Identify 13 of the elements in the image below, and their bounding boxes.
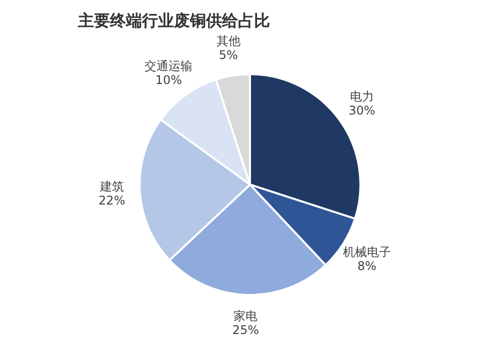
slice-label: 家电: [234, 309, 258, 324]
chart-title: 主要终端行业废铜供给占比: [77, 10, 270, 30]
slice-label: 其他: [216, 34, 240, 48]
data-label: 10%: [155, 72, 182, 87]
slice-label: 机械电子: [342, 244, 391, 259]
data-label: 30%: [348, 103, 376, 118]
data-label: 8%: [357, 258, 376, 273]
slice-label: 交通运输: [144, 58, 193, 73]
data-label: 22%: [98, 193, 126, 208]
slice-label: 建筑: [98, 179, 124, 194]
slice-label: 电力: [350, 89, 374, 104]
data-label: 5%: [218, 48, 238, 62]
data-label: 25%: [232, 323, 259, 338]
